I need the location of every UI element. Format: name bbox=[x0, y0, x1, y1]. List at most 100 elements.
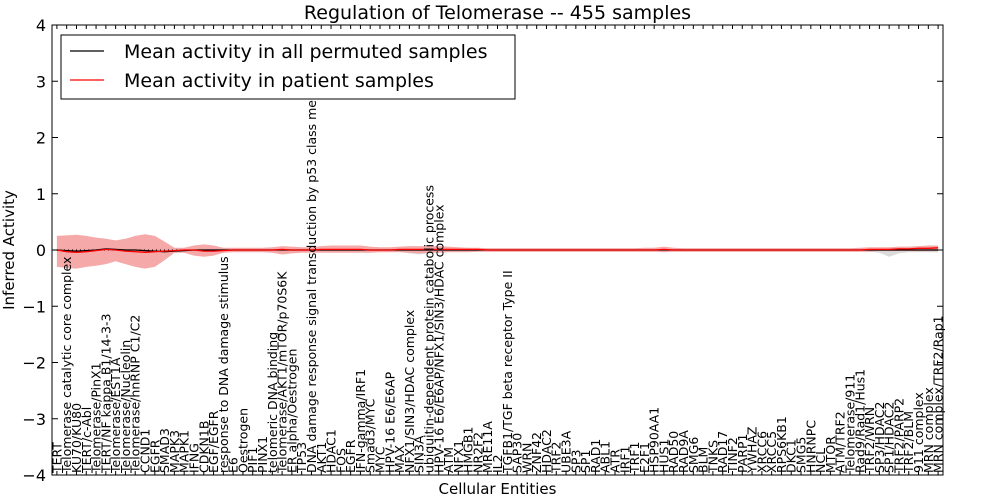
x-tick-label: ER alpha/Oestrogen bbox=[284, 349, 299, 473]
x-tick-label: HDAC2 bbox=[539, 429, 554, 473]
x-tick-label: E2F1 bbox=[637, 442, 652, 473]
x-tick-label: ATM bbox=[441, 447, 456, 473]
x-tick-label: XRCC5 bbox=[764, 431, 779, 473]
y-tick-label: −3 bbox=[22, 410, 46, 429]
x-tick-label: IFN-gamma/IRF1 bbox=[353, 369, 368, 473]
x-tick-label: FOS bbox=[333, 448, 348, 473]
x-tick-label: KU70/KU80 bbox=[69, 403, 84, 473]
x-tick-label: TGFB1/TGF beta receptor Type II bbox=[500, 270, 515, 474]
x-tick-label: TRF1 bbox=[627, 442, 642, 474]
x-tick-label: CCND1 bbox=[138, 429, 153, 473]
y-ticks: −4 −3 −2 −1 0 1 2 3 4 bbox=[22, 16, 943, 485]
x-tick-label: RAD9A bbox=[676, 430, 691, 473]
y-tick-label: 0 bbox=[36, 241, 46, 260]
x-tick-label: E6 bbox=[226, 457, 241, 473]
x-tick-label: TERT/c-Abl bbox=[79, 407, 94, 474]
x-tick-label: EGF/EGFR bbox=[206, 410, 221, 473]
x-tick-label: EGFR bbox=[147, 439, 162, 473]
x-tick-label: response to DNA damage stimulus bbox=[216, 256, 231, 473]
x-tick-label: HUS1 bbox=[656, 439, 671, 473]
x-tick-label: AKT1 bbox=[314, 442, 329, 473]
x-tick-label: SMAD3 bbox=[157, 428, 172, 473]
x-tick-label: Oestrogen bbox=[235, 408, 250, 473]
x-tick-label: TNKS bbox=[705, 440, 720, 474]
x-tick-label: SP3/HDAC2 bbox=[872, 402, 887, 473]
x-tick-label: PINX1 bbox=[255, 436, 270, 473]
x-tick-label: DNA damage response signal transduction … bbox=[304, 62, 319, 473]
x-tick-label: telomeric DNA binding bbox=[265, 332, 280, 473]
x-tick-label: TRF2/WRN bbox=[862, 407, 877, 474]
x-tick-label: XRCC6 bbox=[754, 431, 769, 473]
x-tick-label: HSP90AA1 bbox=[647, 407, 662, 473]
chart-title: Regulation of Telomerase -- 455 samples bbox=[304, 2, 691, 24]
x-tick-label: TP53 bbox=[294, 442, 309, 474]
legend-box bbox=[60, 34, 516, 100]
x-tick-label: PARP1 bbox=[735, 434, 750, 473]
x-tick-label: Telomerase/AKT1/mTOR/p70S6K bbox=[275, 271, 290, 474]
x-tick-label: Telomerase/hnRNP C1/C2 bbox=[128, 315, 143, 474]
x-tick-label: YWHAZ bbox=[745, 426, 760, 474]
x-tick-label: NR2F2 bbox=[470, 432, 485, 473]
x-tick-label: IFNG bbox=[186, 443, 201, 473]
x-tick-label: HDAC1 bbox=[324, 429, 339, 473]
x-tick-label: MRE11A bbox=[480, 421, 495, 473]
legend: Mean activity in all permuted samples Me… bbox=[60, 34, 516, 100]
y-tick-label: −4 bbox=[22, 466, 46, 485]
x-tick-label: SAP30 bbox=[510, 433, 525, 473]
x-tick-label: NFX1/SIN3/HDAC complex bbox=[402, 310, 417, 473]
y-tick-label: 2 bbox=[36, 129, 46, 148]
x-tick-label: RAD17 bbox=[715, 431, 730, 473]
x-tick-label: HMGB1 bbox=[461, 427, 476, 473]
x-tick-label: RAD50 bbox=[666, 431, 681, 473]
x-tick-label: Telomerase/911 bbox=[842, 374, 857, 474]
confidence-bands bbox=[52, 234, 943, 269]
x-tick-label: ubiquitin-dependent protein catabolic pr… bbox=[421, 185, 436, 473]
x-tick-label: NCL bbox=[813, 448, 828, 473]
x-tick-label: EGFR bbox=[343, 439, 358, 473]
x-tick-label: UBE3A bbox=[559, 430, 574, 473]
x-tick-label: ABL1 bbox=[598, 441, 613, 473]
x-tick-label: ATM/TRF2 bbox=[833, 411, 848, 473]
x-tick-label: MAPK3 bbox=[167, 430, 182, 473]
x-tick-label: Telomerase/EST1A bbox=[108, 357, 123, 474]
y-tick-label: 4 bbox=[36, 16, 46, 35]
series-line-patient bbox=[56, 247, 939, 253]
x-tick-label: Rad9/Rad1/Hus1 bbox=[852, 369, 867, 473]
x-tick-label: MRN complex/TRF2/Rap1 bbox=[931, 315, 946, 473]
x-tick-label: HPV-16 E6/E6AP bbox=[382, 371, 397, 473]
x-tick-label: SMG6 bbox=[686, 437, 701, 473]
x-tick-label: DKC1 bbox=[784, 439, 799, 473]
x-tick-label: SP1/HDAC2 bbox=[882, 402, 897, 473]
x-tick-label: MAX bbox=[392, 445, 407, 473]
x-tick-label: SMG5 bbox=[794, 437, 809, 473]
y-tick-label: −1 bbox=[22, 297, 46, 316]
x-tick-label: IL2 bbox=[490, 454, 505, 473]
x-tick-label: MAPK1 bbox=[177, 430, 192, 473]
x-tick-label: CDKN1B bbox=[196, 421, 211, 473]
x-tick-label: PIF1 bbox=[245, 447, 260, 473]
x-tick-label: SP3 bbox=[568, 450, 583, 473]
x-tick-label: ZNF42 bbox=[529, 432, 544, 473]
x-tick-label: NFX1 bbox=[451, 440, 466, 473]
band-patient bbox=[56, 234, 939, 269]
x-tick-label: IRF1 bbox=[617, 445, 632, 473]
legend-label-patient: Mean activity in patient samples bbox=[124, 70, 434, 92]
legend-label-permuted: Mean activity in all permuted samples bbox=[124, 41, 487, 63]
x-tick-label: HNRNPC bbox=[803, 420, 818, 473]
x-tick-label: RPS6KB1 bbox=[774, 416, 789, 473]
x-tick-label: TERT bbox=[49, 442, 64, 474]
x-tick-label: HPV-16 E6/E6AP/NFX1/SIN3/HDAC complex bbox=[431, 204, 446, 473]
x-tick-label: TRF2/PARP2 bbox=[891, 398, 906, 474]
x-tick-label: SP1 bbox=[578, 450, 593, 473]
y-axis-label: Inferred Activity bbox=[0, 190, 18, 310]
series-lines bbox=[56, 247, 939, 253]
x-tick-label: TRF2 bbox=[549, 442, 564, 474]
x-tick-label: BLM bbox=[696, 447, 711, 473]
y-tick-label: 1 bbox=[36, 185, 46, 204]
x-tick-label: SIN3A bbox=[412, 435, 427, 473]
x-tick-label: 911 complex bbox=[911, 392, 926, 473]
x-tick-label: TINF2 bbox=[725, 437, 740, 474]
x-tick-label: Telomerase catalytic core complex bbox=[59, 257, 74, 474]
